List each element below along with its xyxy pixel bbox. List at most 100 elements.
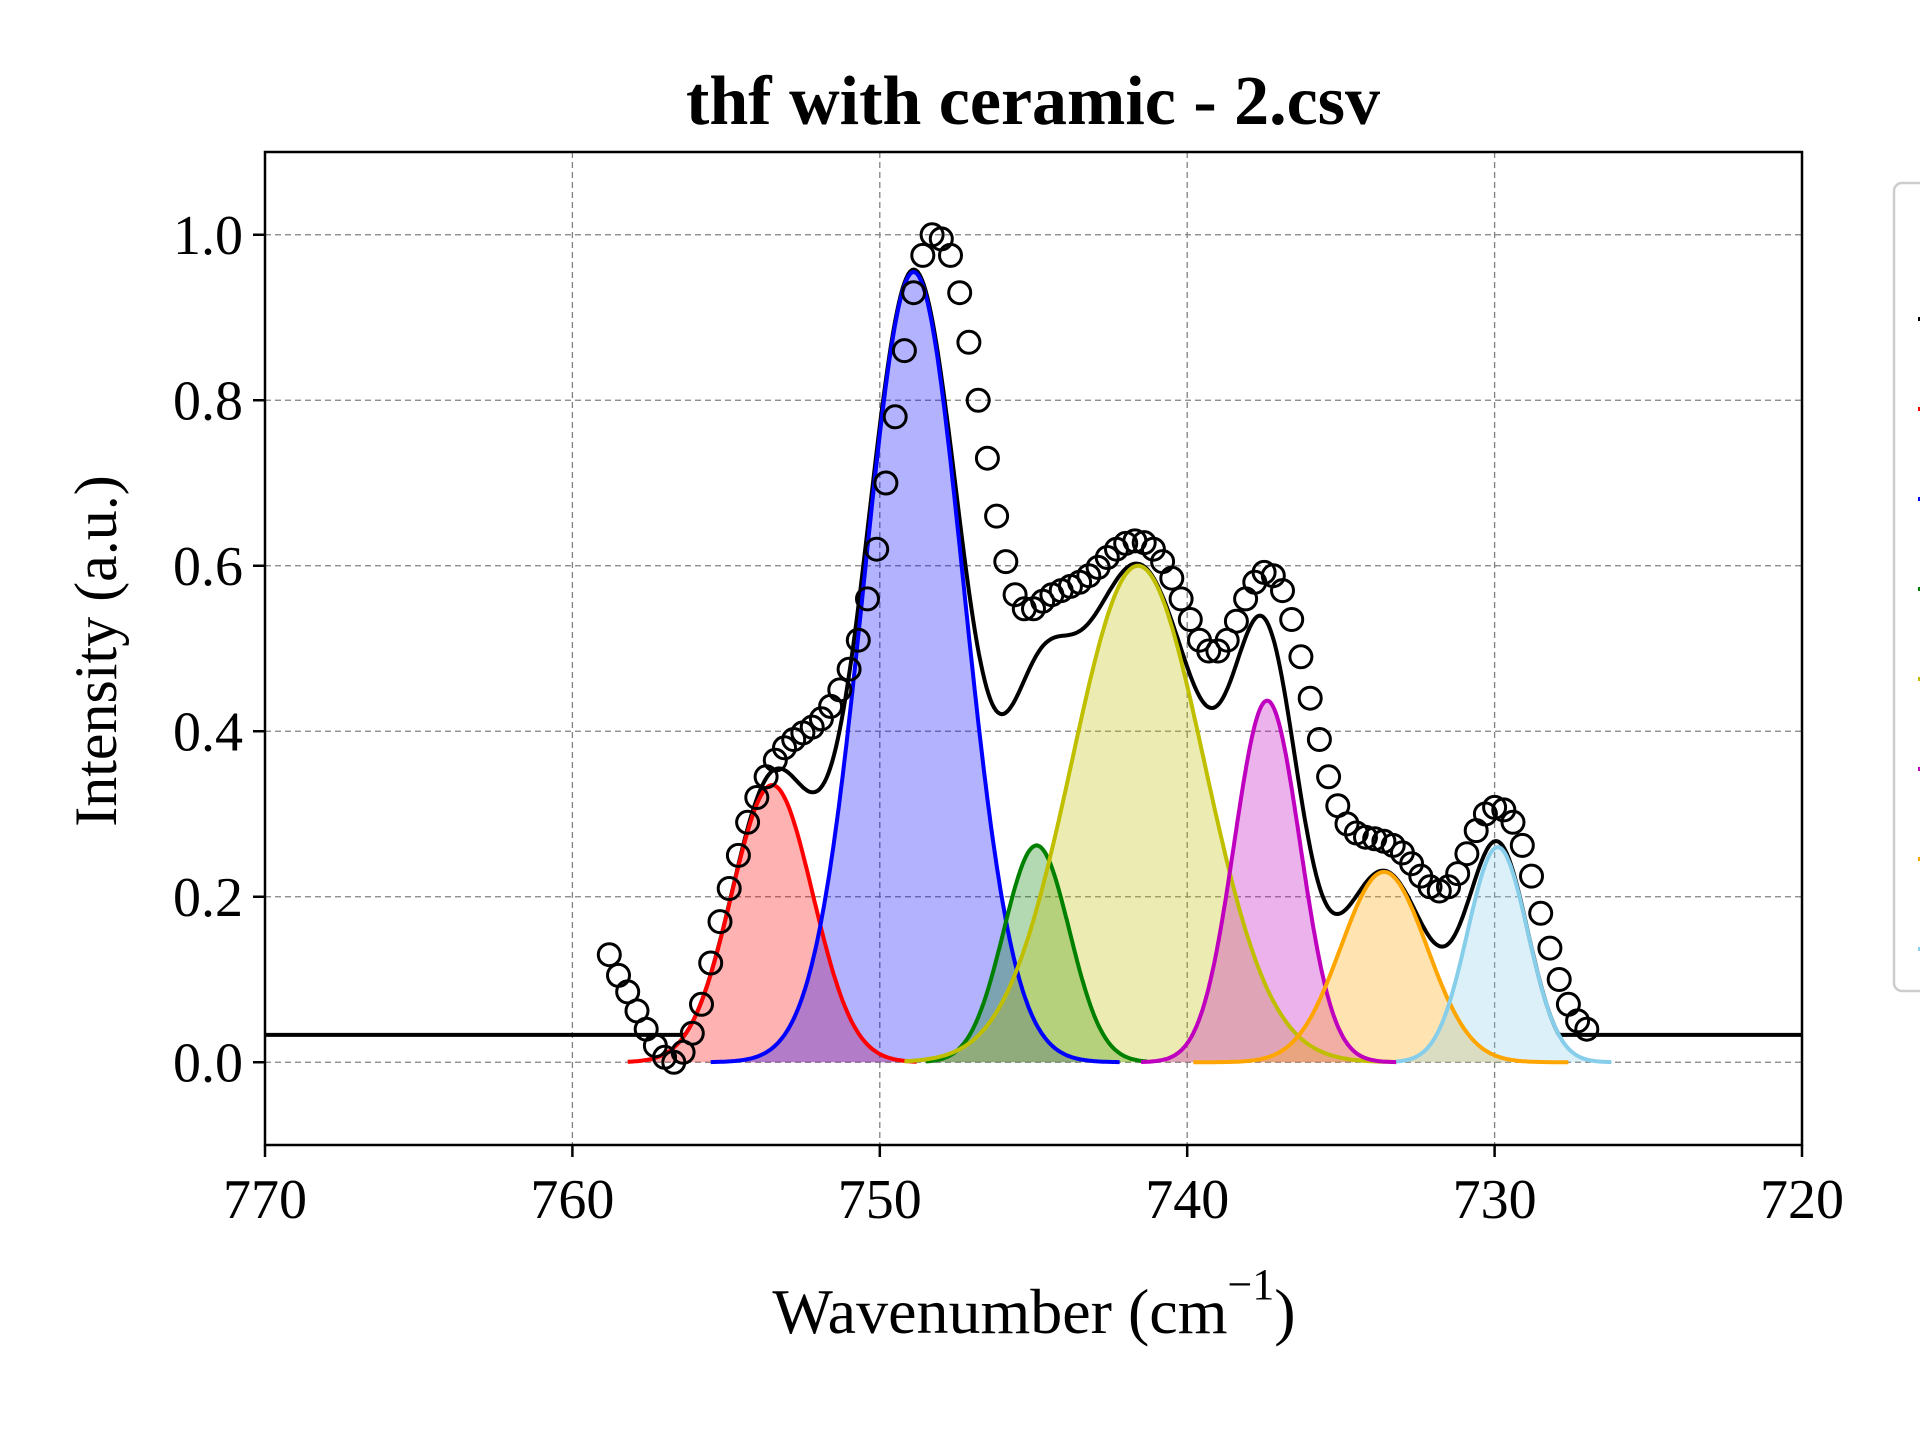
observed-point bbox=[707, 909, 733, 935]
observed-point bbox=[1482, 794, 1508, 820]
peak-fill-7 bbox=[1396, 847, 1612, 1063]
observed-points bbox=[596, 222, 1600, 1075]
peak-curve-3 bbox=[925, 843, 1148, 1064]
y-tick-label: 1.0 bbox=[173, 205, 243, 267]
observed-point bbox=[827, 677, 853, 703]
peak-fill-5 bbox=[1141, 700, 1397, 1063]
observed-point bbox=[1445, 861, 1471, 887]
peak-curve-2 bbox=[710, 269, 1120, 1065]
peak-curve-4 bbox=[904, 563, 1397, 1064]
chart-title: thf with ceramic - 2.csv bbox=[686, 63, 1380, 140]
observed-point bbox=[689, 991, 714, 1017]
peak-fill-2 bbox=[710, 272, 1120, 1063]
y-tick-label: 0.8 bbox=[173, 370, 243, 432]
observed-point bbox=[606, 962, 631, 988]
observed-point bbox=[1159, 565, 1185, 591]
observed-point bbox=[965, 387, 991, 413]
y-tick-label: 0.2 bbox=[173, 867, 243, 929]
observed-point bbox=[1223, 608, 1249, 634]
observed-point bbox=[1140, 536, 1166, 562]
observed-point bbox=[891, 338, 917, 364]
observed-point bbox=[1297, 685, 1323, 711]
observed-point bbox=[974, 445, 1000, 471]
peak-fill-6 bbox=[1193, 871, 1569, 1063]
x-tick-label: 760 bbox=[530, 1169, 614, 1231]
observed-point bbox=[1177, 607, 1203, 632]
observed-point bbox=[1288, 644, 1314, 670]
peak-curves bbox=[627, 269, 1612, 1065]
y-tick-label: 0.6 bbox=[173, 536, 243, 598]
observed-point bbox=[1270, 578, 1295, 604]
observed-point bbox=[993, 549, 1019, 575]
observed-point bbox=[836, 656, 862, 682]
peak-curve-5 bbox=[1141, 698, 1397, 1065]
observed-point bbox=[1306, 727, 1332, 752]
observed-point bbox=[864, 536, 890, 562]
peak-fill-3 bbox=[925, 845, 1148, 1063]
observed-point bbox=[1168, 586, 1194, 612]
plot-frame bbox=[263, 150, 1804, 1147]
x-axis-ticks: 770 760 750 740 730 720 bbox=[223, 1145, 1844, 1231]
fit-curve bbox=[265, 267, 1802, 1037]
peak-fill-4 bbox=[904, 565, 1397, 1063]
observed-point bbox=[1509, 832, 1535, 858]
x-axis-label-main: Wavenumber (cm bbox=[772, 1276, 1227, 1347]
observed-point bbox=[1528, 900, 1554, 926]
observed-point bbox=[901, 280, 927, 306]
observed-point bbox=[1454, 841, 1480, 867]
fit-curve-group bbox=[265, 267, 1802, 1037]
x-axis-label-exponent: −1 bbox=[1227, 1260, 1274, 1309]
observed-point bbox=[1546, 967, 1572, 992]
observed-point bbox=[1353, 824, 1378, 850]
peak-fills bbox=[627, 272, 1612, 1063]
observed-point bbox=[679, 1020, 705, 1046]
x-tick-label: 740 bbox=[1145, 1169, 1229, 1231]
observed-point bbox=[725, 842, 751, 868]
legend-box bbox=[1892, 181, 1920, 993]
observed-point bbox=[882, 404, 908, 430]
observed-point bbox=[938, 242, 963, 268]
observed-point bbox=[744, 785, 770, 810]
observed-point bbox=[735, 809, 761, 835]
y-axis-label: Intensity (a.u.) bbox=[63, 475, 129, 827]
observed-point bbox=[1113, 530, 1139, 556]
observed-point bbox=[1491, 797, 1517, 823]
observed-point bbox=[845, 627, 871, 653]
observed-point bbox=[855, 586, 880, 612]
observed-point bbox=[1463, 818, 1489, 844]
observed-point bbox=[1500, 809, 1526, 835]
x-tick-label: 720 bbox=[1760, 1169, 1844, 1231]
peak-curve-6 bbox=[1193, 869, 1569, 1065]
observed-point bbox=[1196, 638, 1222, 664]
x-tick-label: 770 bbox=[223, 1169, 307, 1231]
observed-point bbox=[1233, 586, 1259, 612]
observed-point bbox=[1555, 991, 1581, 1017]
observed-point bbox=[1334, 811, 1360, 837]
observed-point bbox=[984, 503, 1010, 529]
y-tick-label: 0.4 bbox=[173, 701, 243, 763]
observed-point bbox=[762, 747, 788, 773]
x-tick-label: 730 bbox=[1453, 1169, 1537, 1231]
observed-point bbox=[1316, 764, 1342, 790]
observed-point bbox=[1537, 935, 1563, 961]
observed-point bbox=[956, 329, 982, 355]
peak-fill-1 bbox=[627, 785, 917, 1063]
observed-point bbox=[1399, 851, 1425, 877]
observed-point bbox=[1574, 1016, 1600, 1042]
observed-point bbox=[596, 942, 622, 968]
observed-point bbox=[910, 242, 936, 268]
observed-point bbox=[698, 950, 724, 976]
observed-point bbox=[947, 280, 973, 306]
observed-point bbox=[873, 470, 899, 496]
peak-curve-7 bbox=[1396, 845, 1612, 1065]
observed-point bbox=[1436, 874, 1461, 900]
x-tick-label: 750 bbox=[838, 1169, 922, 1231]
observed-point bbox=[1519, 863, 1544, 889]
x-axis-label-close: ) bbox=[1274, 1276, 1295, 1347]
x-axis-label: Wavenumber (cm−1) bbox=[772, 1260, 1295, 1347]
observed-point bbox=[716, 876, 742, 901]
legend bbox=[1892, 181, 1920, 993]
observed-point bbox=[808, 706, 834, 732]
observed-point bbox=[1279, 607, 1305, 632]
